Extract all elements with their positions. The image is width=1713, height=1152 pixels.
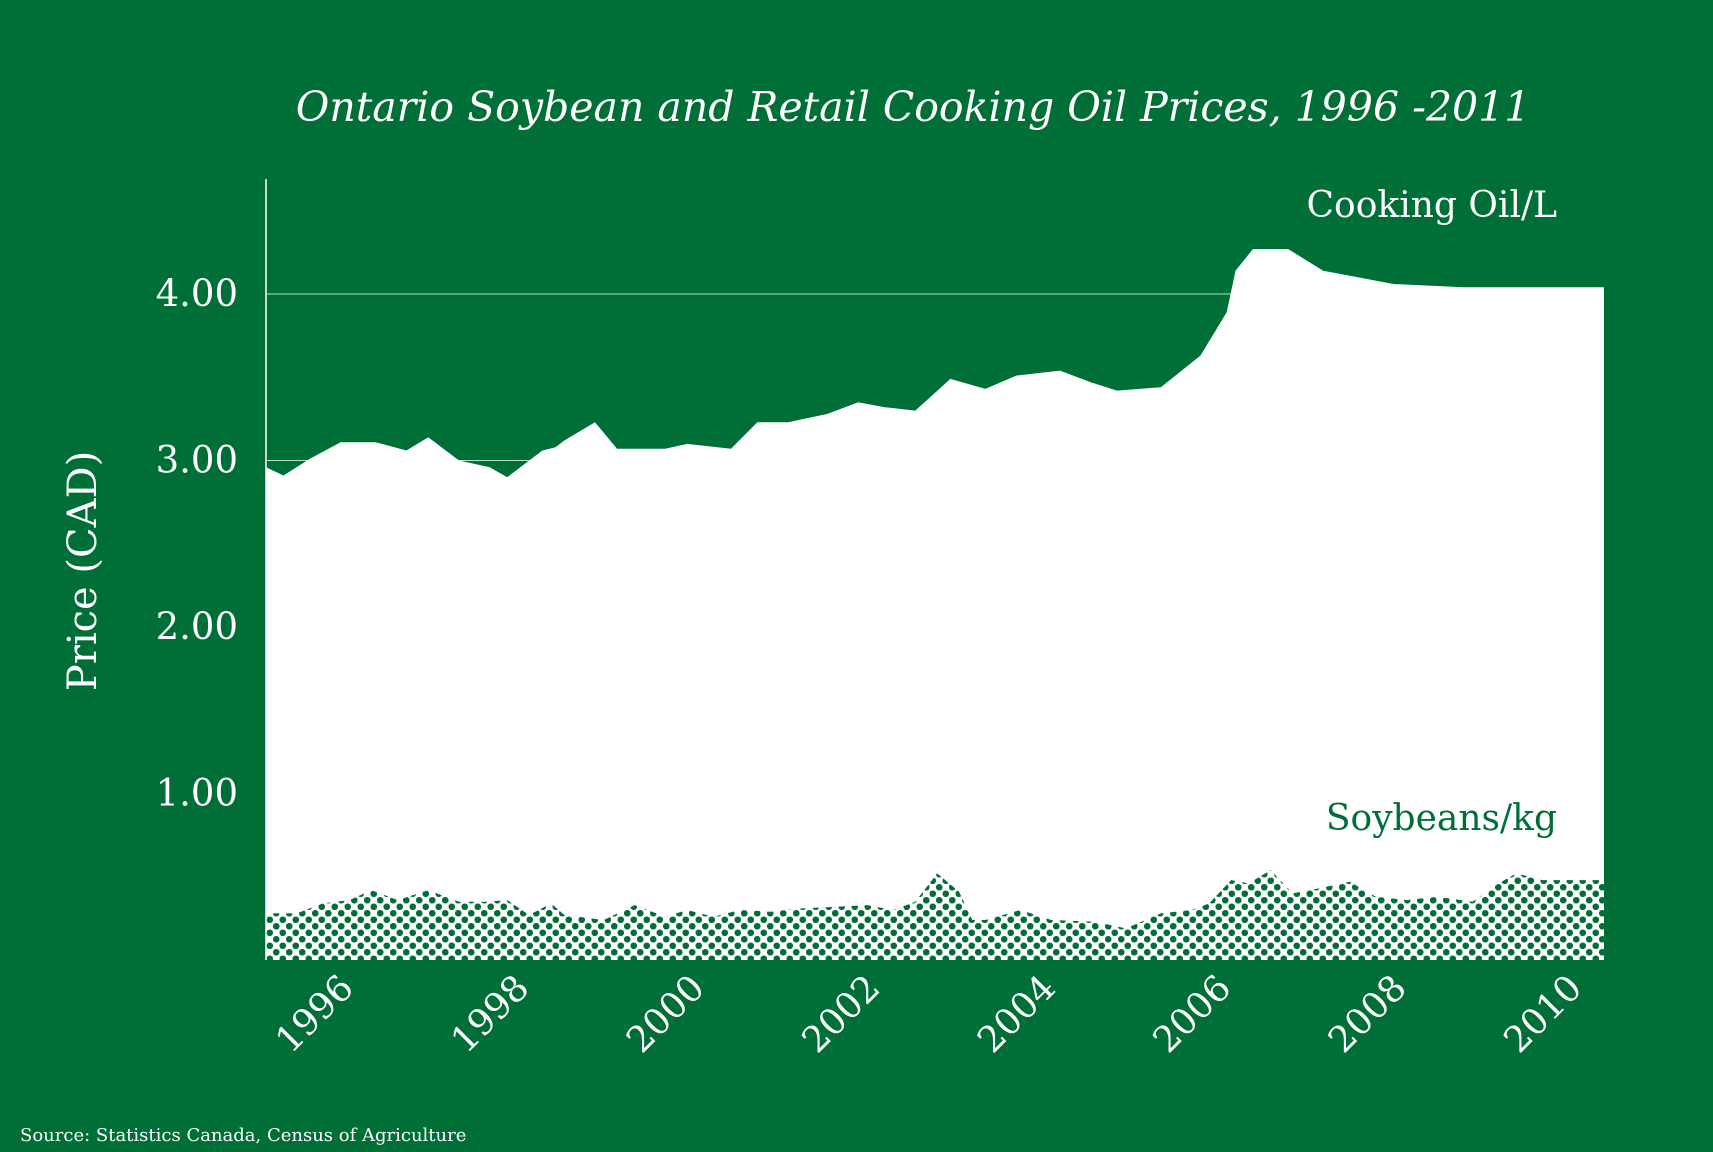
x-tick-label: 2002	[794, 967, 888, 1061]
y-tick-label: 3.00	[156, 439, 238, 482]
x-tick-label: 2006	[1145, 967, 1239, 1061]
x-axis-ticks: 1996 1998 2000 2002 2004 2006 2008 2010	[268, 967, 1590, 1061]
soybeans-label: Soybeans/kg	[1326, 798, 1557, 839]
x-tick-label: 2008	[1321, 967, 1415, 1061]
y-axis-label: Price (CAD)	[60, 451, 106, 691]
y-tick-label: 4.00	[156, 272, 238, 315]
soybeans-area	[266, 870, 1604, 960]
chart-title: Ontario Soybean and Retail Cooking Oil P…	[296, 83, 1531, 131]
y-tick-label: 2.00	[156, 605, 238, 648]
x-tick-label: 2010	[1496, 967, 1590, 1061]
x-tick-label: 1996	[268, 967, 362, 1061]
source-note: Source: Statistics Canada, Census of Agr…	[20, 1125, 466, 1146]
cooking-oil-area	[266, 249, 1604, 960]
y-tick-label: 1.00	[156, 772, 238, 815]
y-axis-ticks: 1.00 2.00 3.00 4.00	[156, 272, 238, 815]
x-tick-label: 2000	[619, 967, 713, 1061]
cooking-oil-label: Cooking Oil/L	[1307, 185, 1558, 226]
x-tick-label: 2004	[970, 967, 1064, 1061]
x-tick-label: 1998	[444, 967, 538, 1061]
